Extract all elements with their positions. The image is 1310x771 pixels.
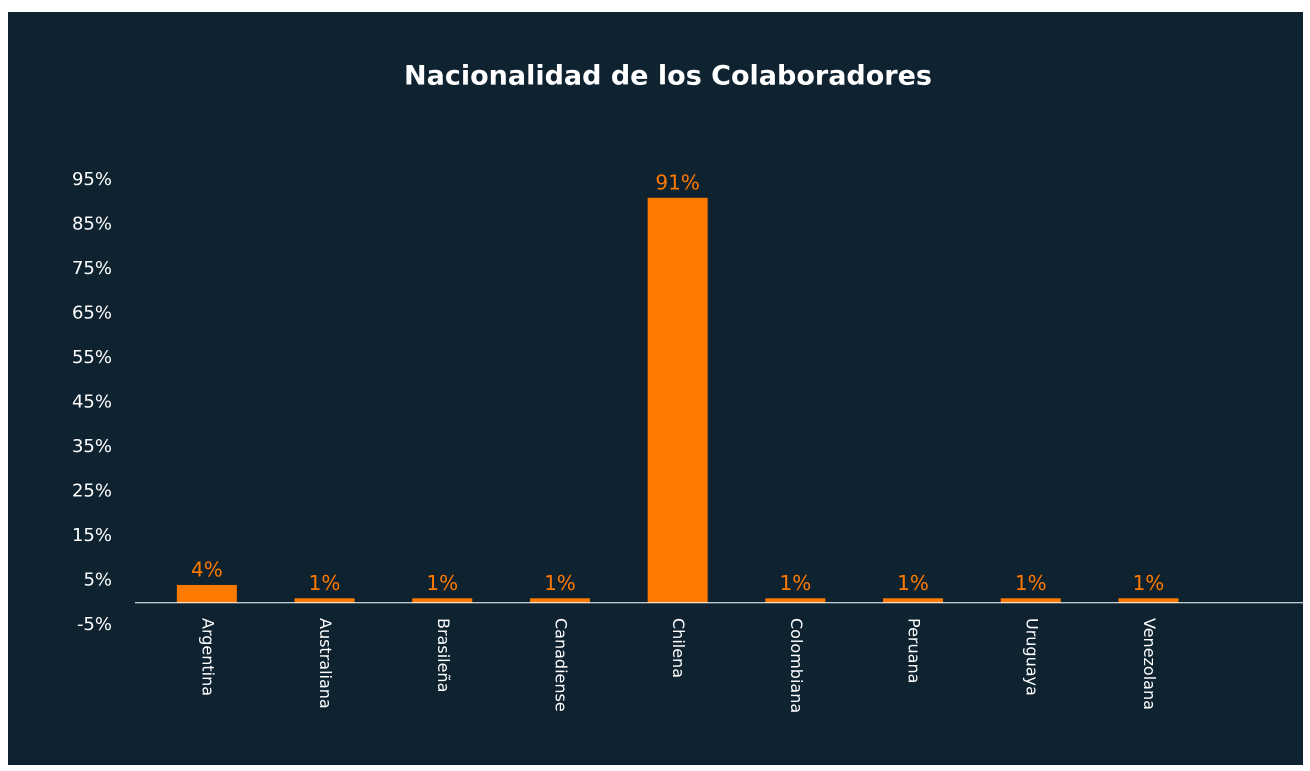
chart-title: Nacionalidad de los Colaboradores — [404, 61, 932, 92]
bar — [529, 598, 590, 603]
y-tick-label: 15% — [72, 525, 112, 546]
value-label: 1% — [1015, 571, 1047, 595]
bar — [765, 598, 826, 603]
x-tick-label: Australiana — [316, 618, 335, 709]
bar — [412, 598, 473, 603]
y-tick-label: 45% — [72, 392, 112, 413]
y-tick-label: -5% — [77, 614, 112, 635]
bar — [1000, 598, 1061, 603]
bar — [176, 584, 237, 603]
y-tick-label: 25% — [72, 481, 112, 502]
y-tick-label: 55% — [72, 347, 112, 368]
x-tick-label: Argentina — [198, 618, 217, 696]
y-tick-label: 35% — [72, 436, 112, 457]
y-tick-label: 65% — [72, 303, 112, 324]
value-label: 1% — [897, 571, 929, 595]
x-tick-label: Uruguaya — [1022, 618, 1041, 696]
y-tick-label: 5% — [83, 570, 112, 591]
value-label: 91% — [655, 170, 699, 194]
y-tick-label: 75% — [72, 258, 112, 279]
value-label: 1% — [309, 571, 341, 595]
x-tick-label: Colombiana — [787, 618, 806, 713]
x-tick-label: Venezolana — [1140, 618, 1159, 710]
value-label: 1% — [544, 571, 576, 595]
bar — [647, 197, 708, 603]
value-label: 4% — [191, 557, 223, 581]
x-tick-label: Canadiense — [551, 618, 570, 712]
x-tick-label: Peruana — [905, 618, 924, 683]
bar — [1118, 598, 1179, 603]
y-tick-label: 85% — [72, 214, 112, 235]
bar — [883, 598, 944, 603]
value-label: 1% — [426, 571, 458, 595]
x-tick-label: Chilena — [669, 618, 688, 678]
x-tick-label: Brasileña — [434, 618, 453, 692]
bar — [294, 598, 355, 603]
y-tick-label: 95% — [72, 169, 112, 190]
value-label: 1% — [779, 571, 811, 595]
value-label: 1% — [1133, 571, 1165, 595]
